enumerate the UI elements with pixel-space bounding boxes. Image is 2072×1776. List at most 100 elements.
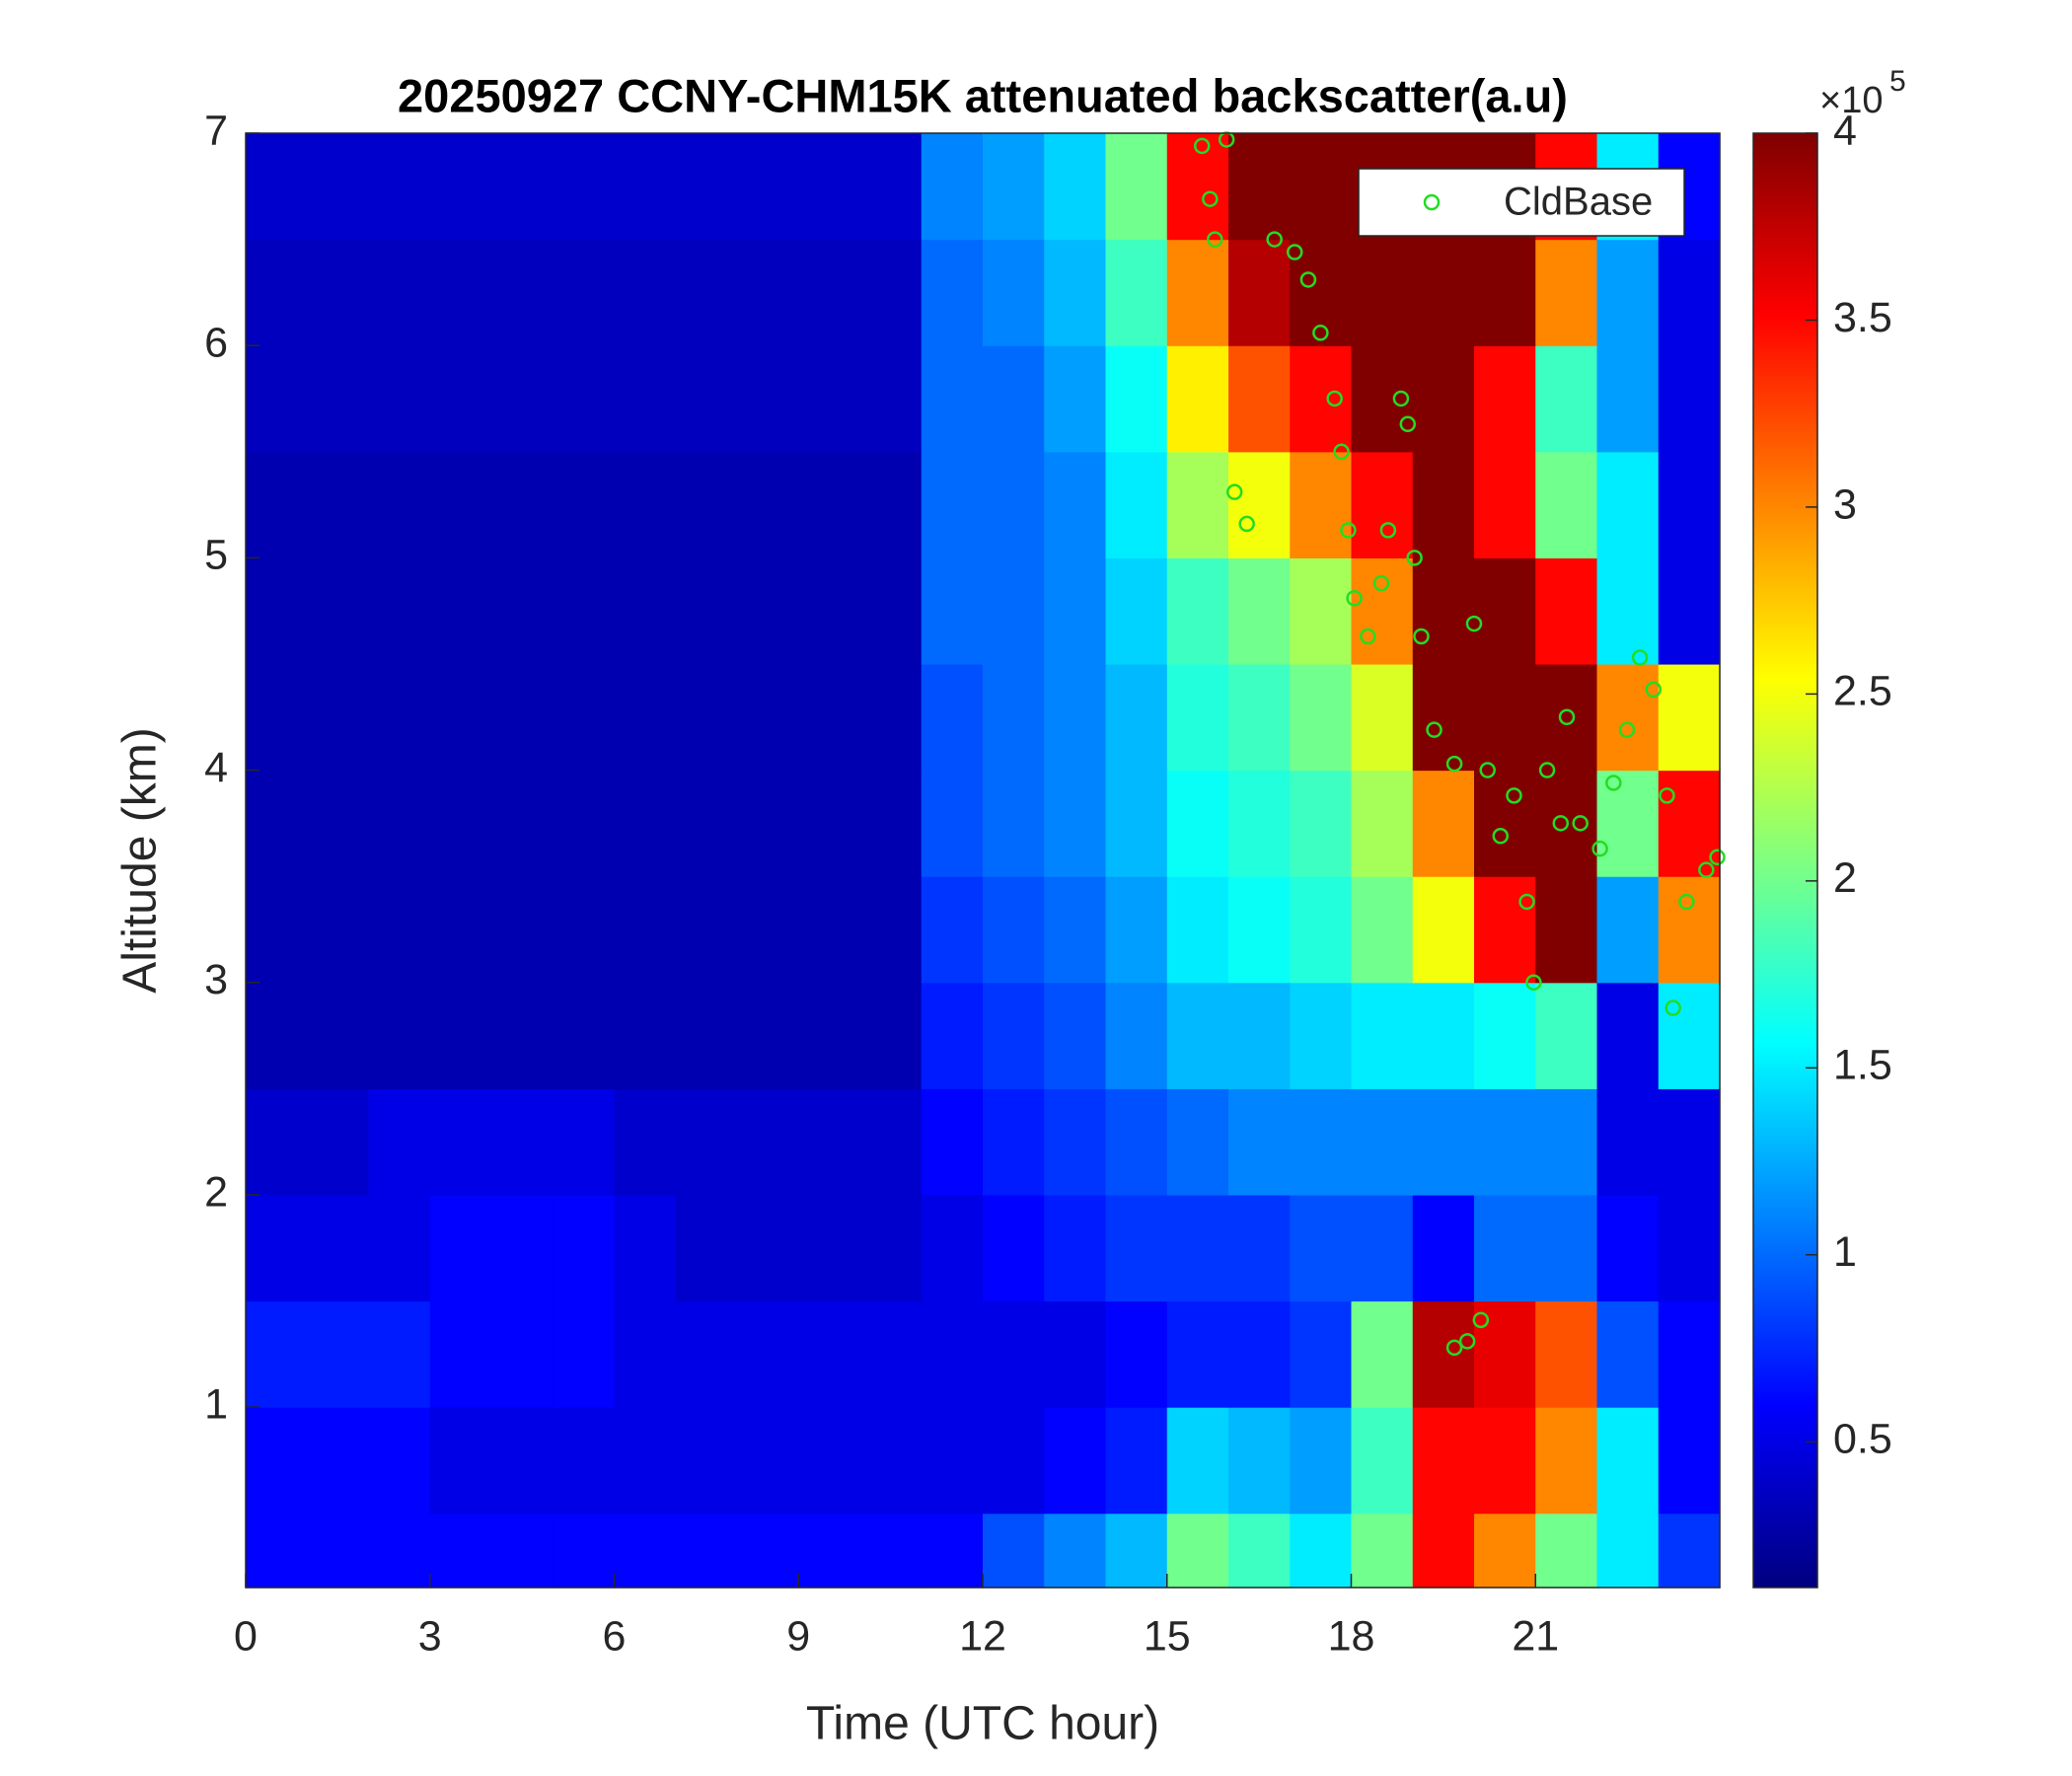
- heatmap-cell: [1228, 1407, 1291, 1515]
- heatmap-cell: [1290, 133, 1353, 241]
- y-tick-label: 7: [204, 107, 228, 154]
- heatmap-cell: [1166, 770, 1229, 877]
- heatmap-cell: [307, 770, 370, 877]
- heatmap-cell: [491, 1194, 554, 1302]
- heatmap-cell: [307, 133, 370, 241]
- heatmap-cell: [1228, 982, 1291, 1089]
- heatmap-cell: [1290, 239, 1353, 346]
- heatmap-cell: [429, 982, 492, 1089]
- heatmap-cell: [983, 239, 1045, 346]
- cloud-base-point: [1445, 1339, 1463, 1357]
- heatmap-cell: [307, 876, 370, 984]
- heatmap-cell: [307, 557, 370, 665]
- heatmap-cell: [1105, 770, 1168, 877]
- heatmap-cell: [675, 1300, 738, 1408]
- x-tick-label: 12: [959, 1612, 1006, 1660]
- cloud-base-point: [1518, 893, 1535, 911]
- heatmap-cell: [491, 876, 554, 984]
- heatmap-cell: [1596, 982, 1660, 1089]
- heatmap-cell: [1412, 663, 1475, 772]
- heatmap-cell: [368, 982, 431, 1089]
- cloud-base-point: [1340, 522, 1357, 539]
- heatmap-cell: [1228, 345, 1291, 453]
- heatmap-cell: [246, 345, 308, 453]
- colorbar-tick-label: 1.5: [1833, 1042, 1892, 1089]
- heatmap-cell: [368, 345, 431, 453]
- heatmap-cell: [307, 239, 370, 346]
- y-tick-label: 1: [204, 1380, 228, 1428]
- heatmap-cell: [737, 1088, 799, 1196]
- heatmap-cell: [614, 557, 677, 665]
- heatmap-cell: [614, 1407, 677, 1515]
- heatmap-cell: [675, 557, 738, 665]
- heatmap-cell: [1044, 876, 1107, 984]
- heatmap-cell: [675, 1513, 738, 1589]
- heatmap-cell: [1228, 451, 1291, 558]
- heatmap-cell: [553, 239, 616, 346]
- heatmap-cell: [614, 876, 677, 984]
- colorbar-tick-label: 3: [1833, 481, 1857, 528]
- heatmap-cell: [307, 663, 370, 772]
- cloud-base-point: [1333, 443, 1350, 461]
- heatmap-cell: [1412, 1194, 1475, 1302]
- heatmap-cell: [1228, 770, 1291, 877]
- heatmap-cell: [1228, 557, 1291, 665]
- heatmap-cell: [246, 133, 308, 241]
- heatmap-cell: [1228, 876, 1291, 984]
- cloud-base-point: [1492, 828, 1510, 845]
- heatmap-cell: [798, 1407, 861, 1515]
- heatmap-cell: [368, 770, 431, 877]
- heatmap-cell: [1044, 239, 1107, 346]
- heatmap-cell: [429, 345, 492, 453]
- heatmap-cell: [1658, 982, 1721, 1089]
- heatmap-cell: [1412, 345, 1475, 453]
- heatmap-cell: [246, 1513, 308, 1589]
- heatmap-cell: [1044, 133, 1107, 241]
- heatmap-cell: [1166, 982, 1229, 1089]
- heatmap-cell: [921, 451, 984, 558]
- heatmap-cell: [1412, 876, 1475, 984]
- cloud-base-point: [1392, 390, 1410, 407]
- cloud-base-point: [1631, 649, 1649, 666]
- heatmap-cell: [614, 451, 677, 558]
- heatmap-cell: [1105, 451, 1168, 558]
- heatmap-cell: [983, 876, 1045, 984]
- heatmap-cell: [1474, 1300, 1536, 1408]
- heatmap-cell: [1290, 1300, 1353, 1408]
- heatmap-cell: [429, 770, 492, 877]
- heatmap-cell: [798, 133, 861, 241]
- cloud-base-point: [1659, 787, 1675, 804]
- cloud-base-point: [1525, 974, 1542, 991]
- heatmap-cell: [1044, 770, 1107, 877]
- heatmap-cell: [859, 1088, 923, 1196]
- heatmap-cell: [1044, 982, 1107, 1089]
- heatmap-cell: [614, 239, 677, 346]
- heatmap-cell: [1596, 345, 1660, 453]
- heatmap-cell: [1474, 1088, 1536, 1196]
- x-tick-label: 15: [1144, 1612, 1191, 1660]
- chart-title: 20250927 CCNY-CHM15K attenuated backscat…: [398, 69, 1568, 121]
- heatmap-cell: [614, 133, 677, 241]
- heatmap-cell: [1228, 239, 1291, 346]
- heatmap-cell: [1412, 1088, 1475, 1196]
- colorbar-exponent-power: 5: [1889, 65, 1906, 98]
- heatmap-cell: [675, 770, 738, 877]
- heatmap-cell: [429, 1088, 492, 1196]
- heatmap-cell: [246, 1300, 308, 1408]
- heatmap-cell: [1351, 1088, 1414, 1196]
- cloud-base-point: [1360, 628, 1376, 645]
- cloud-base-point: [1238, 515, 1255, 533]
- heatmap-cell: [675, 345, 738, 453]
- cloud-base-point: [1458, 1333, 1476, 1350]
- heatmap-cell: [491, 1513, 554, 1589]
- heatmap-cell: [307, 1513, 370, 1589]
- heatmap-cell: [1166, 876, 1229, 984]
- heatmap-cell: [1535, 663, 1598, 772]
- heatmap-cell: [1105, 1407, 1168, 1515]
- heatmap-cell: [1290, 982, 1353, 1089]
- heatmap-cell: [1351, 1300, 1414, 1408]
- colorbar-tick-label: 0.5: [1833, 1416, 1892, 1463]
- heatmap-cell: [614, 982, 677, 1089]
- heatmap-cell: [1658, 1194, 1721, 1302]
